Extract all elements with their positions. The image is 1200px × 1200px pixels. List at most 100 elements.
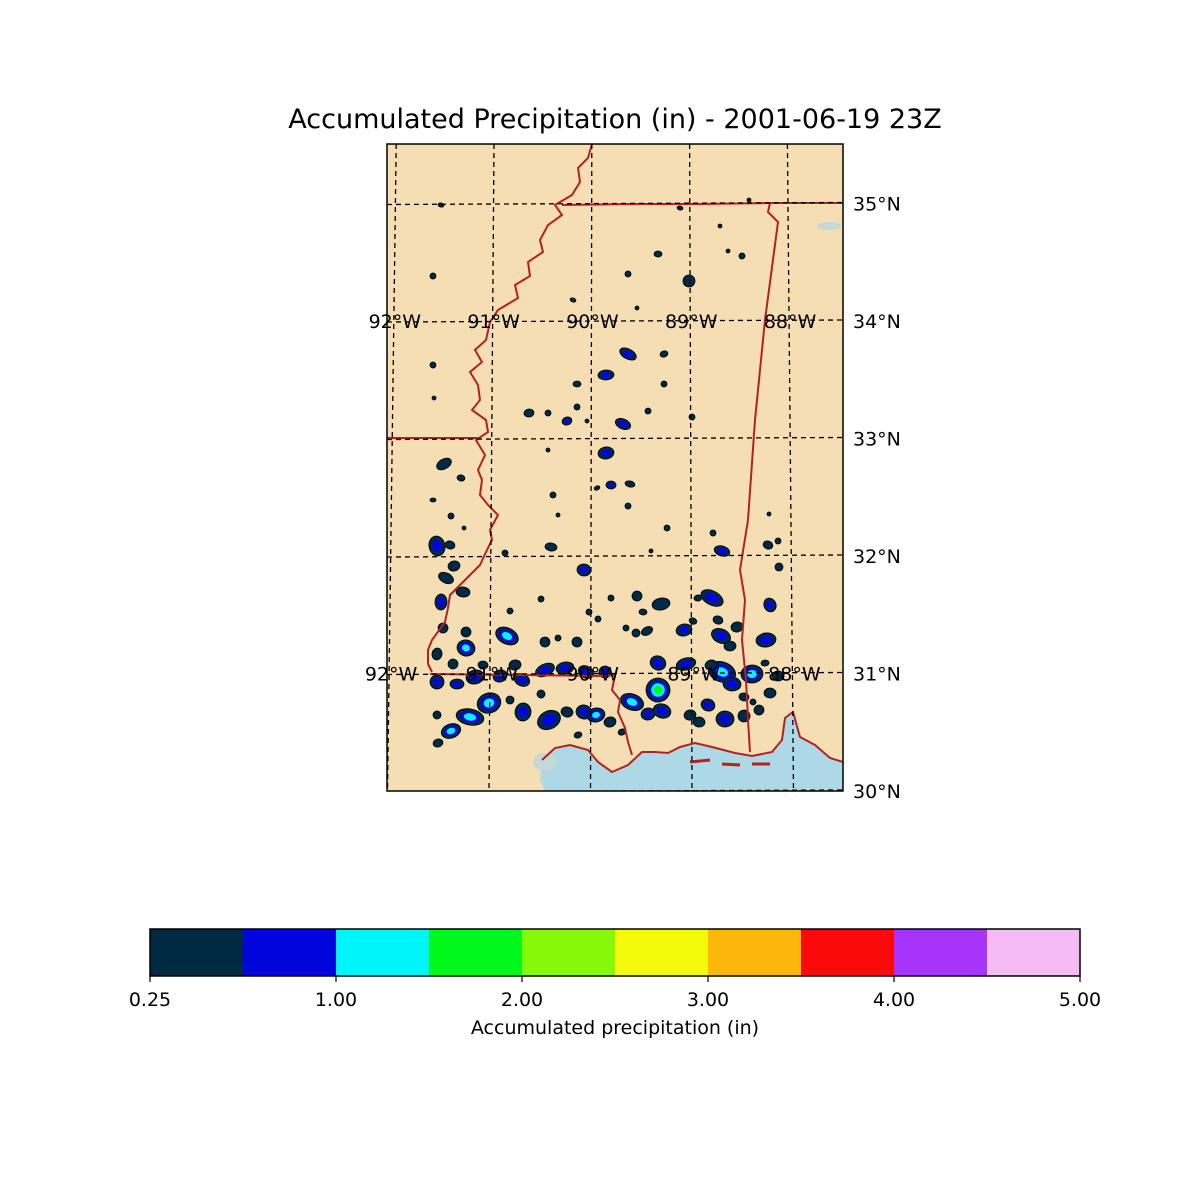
- precip-contour-level-0: [569, 297, 577, 303]
- precip-contour-level-2: [747, 669, 757, 679]
- lon-tick-label: 88°W: [764, 311, 817, 333]
- precip-contour-level-1: [717, 547, 727, 555]
- precip-contour-level-0: [432, 710, 442, 720]
- precip-contour-level-1: [705, 592, 719, 604]
- precip-contour-level-0: [774, 562, 784, 572]
- lat-tick-label: 33°N: [853, 429, 901, 451]
- precip-contour-level-1: [656, 706, 668, 716]
- precip-contour-level-0: [455, 586, 471, 598]
- colorbar-label: Accumulated precipitation (in): [471, 1017, 759, 1039]
- precip-contour-level-0: [725, 248, 731, 254]
- precip-contour-level-2: [463, 713, 477, 721]
- colorbar-swatch: [987, 929, 1081, 976]
- precip-contour-level-0: [631, 590, 643, 602]
- lon-tick-label: 90°W: [567, 664, 620, 686]
- precip-contour-level-0: [560, 706, 574, 718]
- barrier-islands: [689, 758, 770, 767]
- precip-contour-level-1: [643, 710, 653, 718]
- precip-contour-level-0: [763, 687, 777, 699]
- precip-contour-level-0: [594, 615, 602, 623]
- precip-contour-level-0: [709, 529, 717, 537]
- colorbar-tick-label: 1.00: [315, 989, 357, 1011]
- precip-contour-level-0: [760, 659, 770, 667]
- precip-contour-level-0: [766, 511, 772, 517]
- precip-contour-level-3: [653, 685, 663, 695]
- precip-contour-level-0: [537, 595, 545, 603]
- precip-contour-level-0: [573, 403, 581, 411]
- page-title: Accumulated Precipitation (in) - 2001-06…: [288, 104, 942, 135]
- precip-contour-level-1: [679, 626, 689, 634]
- precip-contour-level-0: [683, 709, 697, 721]
- precip-contour-level-0: [651, 597, 671, 611]
- precip-contour-level-0: [624, 480, 636, 488]
- precip-contour-level-1: [579, 707, 589, 717]
- precip-contour-level-1: [541, 714, 557, 726]
- precip-contour-level-1: [759, 635, 773, 645]
- precip-contour-level-1: [452, 680, 462, 688]
- colorbar-swatch: [615, 929, 709, 976]
- lat-tick-label: 30°N: [853, 781, 901, 803]
- lon-tick-label: 88°W: [768, 664, 821, 686]
- precip-contour-level-0: [712, 615, 724, 625]
- map-frame: [386, 143, 844, 792]
- lon-tick-label: 90°W: [566, 311, 619, 333]
- precip-contour-level-0: [704, 659, 718, 671]
- lat-tick-label: 31°N: [853, 664, 901, 686]
- colorbar-swatch: [336, 929, 430, 976]
- colorbar-swatches: [150, 929, 1081, 976]
- precip-contour-level-0: [505, 695, 515, 705]
- precip-contour-level-0: [593, 485, 601, 491]
- precip-contour-level-0: [638, 608, 648, 616]
- colorbar-swatch: [429, 929, 523, 976]
- precip-contour-level-0: [688, 413, 696, 421]
- colorbar: 0.25 1.00 2.00 3.00 4.00 5.00 Accumulated pre…: [129, 928, 1101, 1039]
- precip-contour-level-0: [644, 407, 652, 415]
- precip-contour-level-0: [456, 474, 466, 482]
- precip-contour-level-0: [603, 716, 617, 728]
- precip-contour-level-0: [753, 704, 765, 716]
- lon-tick-label: 92°W: [369, 311, 422, 333]
- precip-contour-level-1: [618, 420, 628, 428]
- precip-contour-level-0: [438, 571, 454, 585]
- precip-contour-level-0: [660, 380, 668, 388]
- lat-tick-label: 35°N: [853, 194, 901, 216]
- precip-contour-level-0: [607, 594, 615, 602]
- precip-contour-level-0: [624, 270, 632, 278]
- colorbar-swatch: [894, 929, 988, 976]
- lake-pontchartrain: [533, 753, 557, 771]
- precip-contour-level-2: [626, 698, 638, 706]
- precip-contour-level-0: [693, 594, 703, 602]
- precip-contour-level-0: [539, 636, 551, 648]
- precip-contour-level-0: [571, 636, 583, 648]
- precip-contour-level-0: [622, 624, 630, 632]
- precip-contour-level-0: [447, 512, 455, 520]
- precip-contour-level-1: [766, 600, 774, 610]
- colorbar-tick-label: 5.00: [1059, 989, 1101, 1011]
- lat-tick-label: 32°N: [853, 546, 901, 568]
- lat-gridline: [387, 671, 843, 676]
- precip-contour-level-0: [676, 205, 684, 211]
- precip-contour-level-0: [461, 525, 467, 531]
- precip-contour-level-0: [659, 350, 669, 358]
- mississippi-river-border: [427, 144, 593, 673]
- lat-gridline: [387, 436, 843, 441]
- precip-contour-level-1: [601, 371, 611, 379]
- precip-contour-level-1: [653, 658, 663, 668]
- precip-contour-level-2: [501, 632, 513, 640]
- precip-contour-level-1: [703, 701, 713, 709]
- precip-contour-level-1: [579, 566, 589, 574]
- precip-contour-level-1: [432, 539, 442, 553]
- precipitation-contours: [428, 197, 785, 748]
- precip-contour-level-0: [653, 250, 663, 258]
- precip-contour-level-0: [477, 660, 489, 670]
- colorbar-frame: [149, 928, 1081, 977]
- precip-contour-level-1: [437, 597, 445, 607]
- precip-contour-level-0: [444, 540, 456, 550]
- lon-tick-label: 91°W: [466, 664, 519, 686]
- precip-contour-level-0: [762, 540, 774, 550]
- precip-contour-level-0: [631, 628, 641, 638]
- precip-contour-level-2: [592, 711, 600, 719]
- latitude-labels: 30°N 31°N 32°N 33°N 34°N 35°N: [853, 194, 901, 804]
- precip-contour-level-1: [726, 679, 738, 689]
